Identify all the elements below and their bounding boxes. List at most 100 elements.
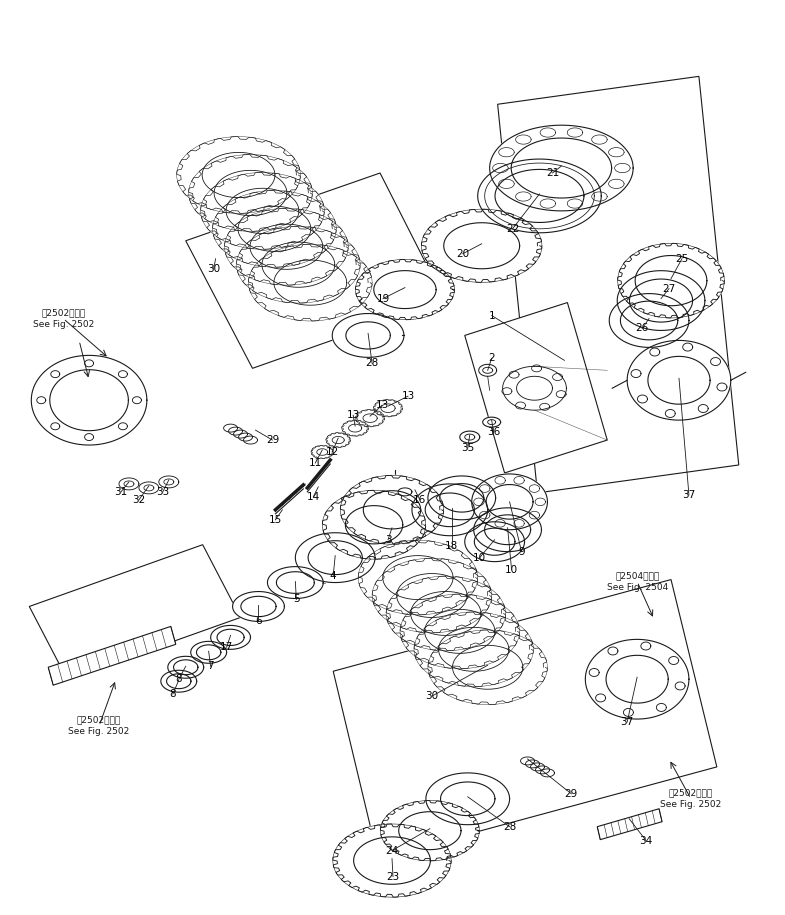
Text: 2: 2 [488, 353, 495, 363]
Text: 11: 11 [309, 458, 322, 468]
Polygon shape [502, 388, 512, 394]
Text: 37: 37 [620, 717, 633, 727]
Polygon shape [139, 482, 159, 494]
Text: 9: 9 [518, 546, 525, 556]
Text: 24: 24 [385, 845, 399, 856]
Polygon shape [465, 303, 608, 473]
Polygon shape [412, 484, 487, 535]
Polygon shape [119, 478, 139, 490]
Polygon shape [669, 656, 679, 664]
Polygon shape [326, 433, 350, 447]
Polygon shape [48, 627, 176, 685]
Polygon shape [213, 190, 336, 267]
Polygon shape [356, 409, 385, 426]
Polygon shape [717, 383, 727, 391]
Polygon shape [225, 209, 349, 285]
Polygon shape [531, 365, 542, 371]
Text: 17: 17 [220, 642, 233, 652]
Polygon shape [631, 370, 641, 378]
Polygon shape [341, 420, 368, 436]
Polygon shape [586, 640, 689, 719]
Polygon shape [650, 348, 659, 356]
Polygon shape [656, 704, 666, 712]
Text: 19: 19 [377, 294, 389, 304]
Polygon shape [472, 474, 547, 530]
Polygon shape [398, 488, 412, 496]
Polygon shape [386, 576, 506, 651]
Text: 第2504図参照
See Fig. 2504: 第2504図参照 See Fig. 2504 [607, 571, 668, 592]
Polygon shape [232, 591, 284, 621]
Text: 30: 30 [207, 264, 221, 274]
Polygon shape [51, 423, 60, 430]
Text: 35: 35 [461, 443, 474, 453]
Text: 33: 33 [156, 487, 170, 497]
Polygon shape [372, 558, 491, 633]
Text: 13: 13 [375, 400, 389, 410]
Polygon shape [381, 801, 480, 861]
Text: 36: 36 [487, 427, 500, 437]
Text: 20: 20 [456, 249, 469, 259]
Text: 14: 14 [307, 492, 320, 501]
Text: 7: 7 [207, 662, 214, 672]
Polygon shape [159, 476, 179, 488]
Polygon shape [236, 226, 360, 303]
Text: 26: 26 [636, 324, 648, 333]
Polygon shape [623, 708, 633, 716]
Polygon shape [358, 540, 477, 615]
Polygon shape [51, 371, 60, 378]
Polygon shape [478, 159, 601, 232]
Polygon shape [177, 136, 301, 213]
Text: 21: 21 [546, 168, 559, 178]
Polygon shape [332, 314, 404, 358]
Polygon shape [428, 630, 547, 705]
Polygon shape [609, 294, 689, 348]
Polygon shape [119, 371, 127, 378]
Polygon shape [426, 773, 509, 824]
Polygon shape [201, 173, 324, 249]
Polygon shape [590, 669, 599, 676]
Polygon shape [465, 522, 524, 562]
Text: 28: 28 [503, 822, 517, 832]
Polygon shape [249, 244, 372, 321]
Polygon shape [608, 647, 618, 655]
Text: 5: 5 [293, 595, 300, 605]
Text: 27: 27 [663, 284, 676, 294]
Text: 31: 31 [115, 487, 128, 497]
Text: 第2502図参照
See Fig. 2502: 第2502図参照 See Fig. 2502 [660, 789, 721, 809]
Polygon shape [683, 343, 692, 351]
Polygon shape [311, 446, 334, 458]
Text: 10: 10 [505, 565, 518, 575]
Polygon shape [37, 397, 46, 404]
Polygon shape [133, 397, 141, 404]
Text: 32: 32 [133, 495, 145, 505]
Text: 15: 15 [268, 515, 282, 525]
Polygon shape [553, 373, 563, 381]
Text: 30: 30 [425, 691, 439, 701]
Polygon shape [210, 626, 250, 650]
Polygon shape [414, 612, 534, 686]
Polygon shape [479, 364, 497, 376]
Polygon shape [374, 400, 403, 417]
Text: 第2502図参照
See Fig. 2502: 第2502図参照 See Fig. 2502 [68, 716, 130, 737]
Polygon shape [341, 476, 444, 544]
Polygon shape [191, 641, 227, 663]
Text: 29: 29 [266, 435, 279, 445]
Polygon shape [597, 809, 662, 840]
Text: 28: 28 [366, 359, 378, 369]
Polygon shape [400, 594, 520, 669]
Polygon shape [188, 155, 312, 231]
Polygon shape [473, 508, 542, 552]
Text: 12: 12 [326, 447, 339, 457]
Polygon shape [641, 642, 651, 650]
Polygon shape [85, 434, 93, 440]
Polygon shape [490, 125, 633, 210]
Text: 10: 10 [473, 553, 486, 563]
Polygon shape [539, 404, 550, 410]
Text: 13: 13 [346, 410, 360, 420]
Polygon shape [356, 260, 455, 319]
Polygon shape [119, 423, 127, 430]
Polygon shape [483, 417, 501, 427]
Polygon shape [675, 682, 685, 690]
Polygon shape [618, 243, 725, 318]
Text: 13: 13 [401, 392, 414, 401]
